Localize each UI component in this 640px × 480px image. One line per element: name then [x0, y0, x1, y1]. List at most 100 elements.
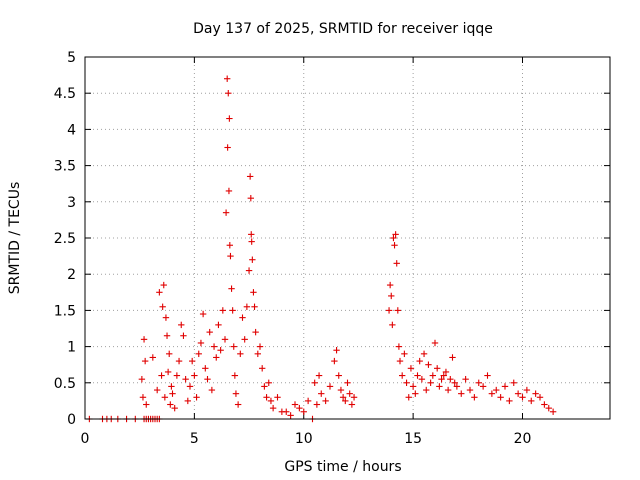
data-point — [342, 397, 349, 405]
y-tick-label: 0.5 — [54, 376, 76, 392]
data-point — [226, 115, 233, 122]
data-point — [479, 383, 487, 390]
data-point — [274, 394, 281, 401]
data-point — [514, 390, 522, 397]
data-point — [156, 289, 163, 296]
data-point — [447, 375, 454, 383]
data-point — [213, 354, 220, 361]
data-point — [195, 350, 202, 358]
data-point — [393, 260, 400, 267]
data-point — [449, 354, 456, 361]
data-point — [296, 404, 303, 412]
data-point — [249, 256, 256, 263]
data-point — [188, 357, 196, 365]
data-point — [541, 401, 548, 408]
data-point — [394, 307, 402, 314]
data-point — [222, 209, 230, 216]
data-point — [230, 343, 237, 350]
data-point — [143, 401, 150, 408]
data-point — [392, 231, 399, 238]
data-point — [313, 401, 321, 408]
data-point — [337, 386, 345, 394]
data-point — [243, 303, 251, 310]
data-point — [159, 303, 166, 310]
y-tick-label: 0 — [67, 412, 76, 428]
data-point — [161, 394, 169, 401]
data-point — [223, 75, 231, 82]
data-point — [261, 383, 268, 390]
grid — [85, 57, 610, 419]
plot-frame — [84, 56, 611, 420]
data-point — [335, 372, 342, 379]
data-point — [175, 357, 183, 365]
data-point — [300, 408, 307, 415]
data-point — [287, 412, 294, 419]
data-point — [141, 357, 149, 365]
data-point — [241, 336, 248, 343]
data-point — [283, 408, 290, 415]
data-point — [431, 339, 439, 347]
data-point — [549, 408, 557, 415]
data-point — [229, 307, 236, 314]
data-point — [519, 394, 526, 401]
data-point — [396, 357, 404, 365]
data-point — [225, 187, 233, 195]
data-point — [166, 350, 173, 358]
data-point — [420, 350, 428, 358]
data-point — [545, 404, 552, 412]
data-point — [246, 173, 254, 180]
data-point — [263, 394, 270, 401]
data-point — [226, 242, 234, 249]
x-axis-label: GPS time / hours — [284, 459, 401, 475]
x-tick-label: 15 — [404, 431, 422, 447]
data-point — [178, 321, 185, 329]
data-point — [405, 394, 412, 401]
x-tick-label: 20 — [514, 431, 532, 447]
data-point — [391, 242, 398, 249]
data-point — [232, 390, 240, 397]
data-point — [163, 332, 171, 339]
data-point — [385, 307, 393, 314]
data-point — [532, 390, 539, 397]
data-point — [311, 379, 318, 386]
data-point — [407, 365, 415, 372]
data-point — [427, 379, 434, 386]
data-point — [206, 328, 213, 336]
data-point — [193, 394, 200, 401]
y-tick-label: 1.5 — [54, 303, 76, 319]
data-point — [339, 394, 347, 401]
y-tick-label: 2.5 — [54, 231, 76, 247]
data-point — [258, 365, 266, 372]
data-point — [171, 404, 178, 412]
data-point — [326, 383, 334, 390]
data-point — [462, 375, 469, 383]
data-point — [438, 375, 445, 383]
data-point — [247, 194, 255, 202]
data-point — [228, 285, 235, 292]
data-point — [344, 379, 351, 386]
data-point — [440, 372, 447, 379]
data-point — [398, 372, 406, 379]
data-point — [173, 372, 181, 379]
data-point — [304, 397, 312, 405]
data-point — [184, 397, 192, 405]
data-point — [251, 303, 258, 310]
x-tick-label: 10 — [295, 431, 313, 447]
data-point — [215, 321, 222, 329]
x-tick-label: 5 — [190, 431, 199, 447]
y-axis-label: SRMTID / TECUs — [7, 182, 23, 295]
data-point — [140, 336, 148, 343]
data-point — [168, 383, 175, 390]
data-point — [453, 383, 461, 390]
data-point — [493, 386, 500, 394]
data-point — [234, 401, 242, 408]
data-point — [433, 365, 441, 372]
y-tick-label: 2 — [67, 267, 76, 283]
data-point — [291, 401, 299, 408]
data-point — [204, 375, 211, 383]
data-point — [510, 379, 517, 386]
data-point — [331, 357, 338, 365]
data-point — [528, 397, 535, 405]
data-point — [458, 390, 465, 397]
data-point — [265, 379, 272, 386]
